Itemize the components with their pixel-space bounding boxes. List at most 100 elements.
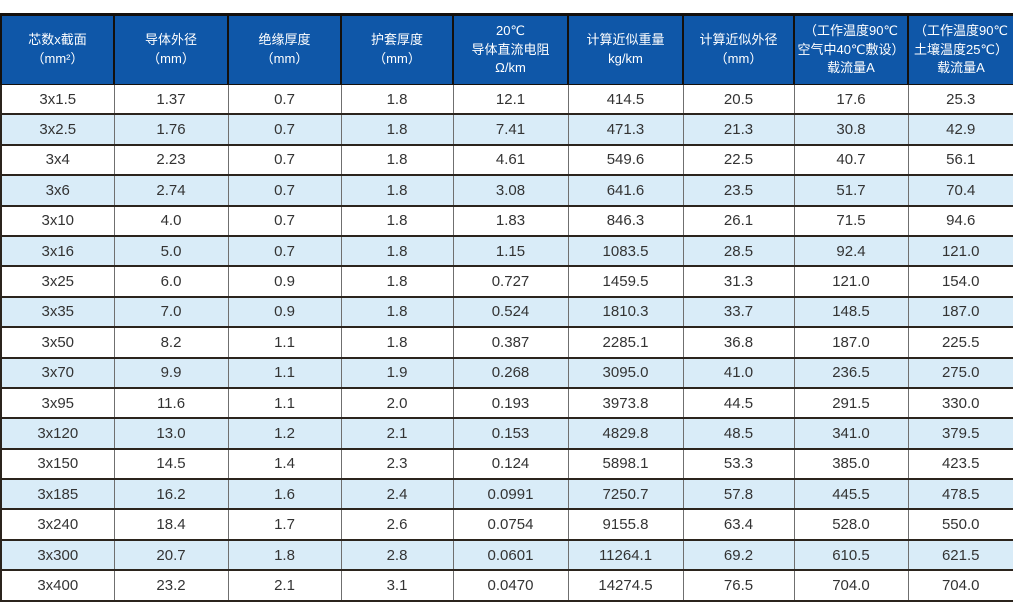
table-row: 3x16 5.0 0.7 1.8 1.15 1083.5 28.5 92.4 121.0 (1, 235, 1013, 268)
table-cell: 704.0 (907, 570, 1013, 602)
table-cell: 846.3 (567, 205, 683, 237)
table-cell: 1.8 (340, 296, 453, 329)
table-cell: 6.0 (113, 266, 228, 298)
table-cell: 154.0 (907, 266, 1013, 298)
table-cell: 20.5 (682, 84, 794, 116)
table-cell: 3x240 (1, 509, 114, 541)
table-cell: 621.5 (907, 539, 1013, 572)
table-cell: 4.0 (113, 205, 228, 237)
column-header-dc-resistance: 20℃ 导体直流电阻 Ω/km (452, 13, 568, 85)
table-cell: 3x185 (1, 479, 114, 511)
table-cell: 31.3 (682, 266, 794, 298)
table-cell: 385.0 (793, 448, 908, 481)
table-cell: 0.7 (227, 175, 341, 207)
table-cell: 20.7 (113, 539, 228, 572)
table-cell: 33.7 (682, 296, 794, 329)
table-cell: 641.6 (567, 175, 683, 207)
table-cell: 2.8 (340, 539, 453, 572)
table-cell: 330.0 (907, 387, 1013, 420)
table-row: 3x300 20.7 1.8 2.8 0.0601 11264.1 69.2 610.5 621… (1, 539, 1013, 572)
table-cell: 0.9 (227, 296, 341, 329)
table-cell: 1.8 (340, 144, 453, 177)
table-cell: 0.387 (452, 327, 568, 359)
table-cell: 3095.0 (567, 357, 683, 389)
table-cell: 3x4 (1, 144, 114, 177)
table-cell: 121.0 (907, 235, 1013, 268)
cable-spec-table: 芯数x截面 （mm²） 导体外径 （mm） 绝缘厚度 （mm） 护套厚度 （mm… (0, 13, 1013, 602)
table-cell: 5898.1 (567, 448, 683, 481)
header-row: 芯数x截面 （mm²） 导体外径 （mm） 绝缘厚度 （mm） 护套厚度 （mm… (0, 13, 1013, 85)
table-cell: 0.7 (227, 114, 341, 146)
table-cell: 2.4 (340, 479, 453, 511)
table-cell: 1.8 (340, 175, 453, 207)
column-header-approx-weight: 计算近似重量 kg/km (567, 13, 683, 85)
table-cell: 44.5 (682, 387, 794, 420)
table-row: 3x25 6.0 0.9 1.8 0.727 1459.5 31.3 121.0 154.0 (1, 266, 1013, 298)
table-cell: 3x2.5 (1, 114, 114, 146)
table-cell: 2.1 (340, 418, 453, 450)
table-cell: 56.1 (907, 144, 1013, 177)
table-cell: 1.8 (340, 205, 453, 237)
table-cell: 4.61 (452, 144, 568, 177)
table-row: 3x185 16.2 1.6 2.4 0.0991 7250.7 57.8 445.5 478.… (1, 479, 1013, 511)
table-cell: 3x25 (1, 266, 114, 298)
table-cell: 291.5 (793, 387, 908, 420)
table-cell: 3973.8 (567, 387, 683, 420)
table-cell: 41.0 (682, 357, 794, 389)
table-row: 3x120 13.0 1.2 2.1 0.153 4829.8 48.5 341.0 379.5 (1, 418, 1013, 450)
table-cell: 9.9 (113, 357, 228, 389)
table-cell: 379.5 (907, 418, 1013, 450)
table-cell: 5.0 (113, 235, 228, 268)
table-cell: 92.4 (793, 235, 908, 268)
table-cell: 1.8 (227, 539, 341, 572)
table-cell: 1.15 (452, 235, 568, 268)
table-cell: 1.8 (340, 266, 453, 298)
table-cell: 478.5 (907, 479, 1013, 511)
table-cell: 16.2 (113, 479, 228, 511)
table-cell: 549.6 (567, 144, 683, 177)
table-cell: 0.727 (452, 266, 568, 298)
table-cell: 2.1 (227, 570, 341, 602)
table-cell: 94.6 (907, 205, 1013, 237)
table-cell: 3x50 (1, 327, 114, 359)
table-cell: 53.3 (682, 448, 794, 481)
table-cell: 42.9 (907, 114, 1013, 146)
table-row: 3x400 23.2 2.1 3.1 0.0470 14274.5 76.5 704.0 704… (1, 570, 1013, 602)
table-cell: 1083.5 (567, 235, 683, 268)
table-cell: 1.37 (113, 84, 228, 116)
table-row: 3x35 7.0 0.9 1.8 0.524 1810.3 33.7 148.5 187.0 (1, 296, 1013, 329)
table-cell: 3x95 (1, 387, 114, 420)
table-cell: 0.7 (227, 205, 341, 237)
column-header-insulation-thickness: 绝缘厚度 （mm） (227, 13, 341, 85)
table-cell: 11.6 (113, 387, 228, 420)
table-cell: 48.5 (682, 418, 794, 450)
table-cell: 3.1 (340, 570, 453, 602)
table-cell: 3x120 (1, 418, 114, 450)
table-row: 3x70 9.9 1.1 1.9 0.268 3095.0 41.0 236.5 275.0 (1, 357, 1013, 389)
table-cell: 0.0991 (452, 479, 568, 511)
table-cell: 550.0 (907, 509, 1013, 541)
table-cell: 528.0 (793, 509, 908, 541)
table-cell: 414.5 (567, 84, 683, 116)
table-cell: 121.0 (793, 266, 908, 298)
table-cell: 30.8 (793, 114, 908, 146)
table-cell: 0.153 (452, 418, 568, 450)
table-cell: 28.5 (682, 235, 794, 268)
table-cell: 1.8 (340, 114, 453, 146)
table-cell: 57.8 (682, 479, 794, 511)
table-cell: 76.5 (682, 570, 794, 602)
table-row: 3x10 4.0 0.7 1.8 1.83 846.3 26.1 71.5 94.6 (1, 205, 1013, 237)
table-cell: 1.8 (340, 327, 453, 359)
table-cell: 0.7 (227, 84, 341, 116)
table-cell: 14.5 (113, 448, 228, 481)
table-cell: 36.8 (682, 327, 794, 359)
table-cell: 1.8 (340, 235, 453, 268)
table-cell: 1.4 (227, 448, 341, 481)
column-header-sheath-thickness: 护套厚度 （mm） (340, 13, 453, 85)
table-cell: 0.0470 (452, 570, 568, 602)
table-cell: 225.5 (907, 327, 1013, 359)
table-cell: 187.0 (907, 296, 1013, 329)
table-row: 3x240 18.4 1.7 2.6 0.0754 9155.8 63.4 528.0 550.… (1, 509, 1013, 541)
table-cell: 13.0 (113, 418, 228, 450)
